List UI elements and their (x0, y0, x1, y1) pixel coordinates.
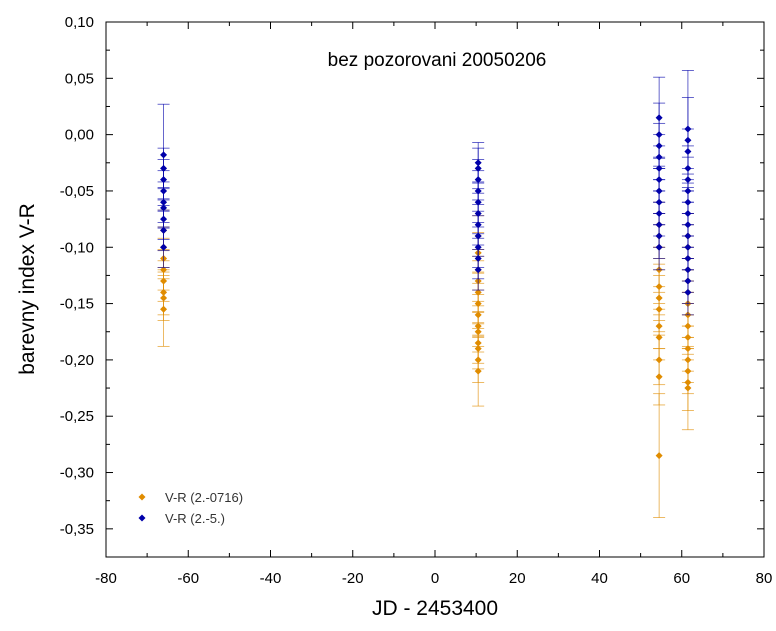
y-tick-label: -0,30 (60, 465, 94, 482)
x-tick-label: -60 (177, 570, 199, 587)
y-axis-ticks: 0,10 0,05 0,00 -0,05 -0,10 -0,15 -0,20 -0,25 -0,… (60, 14, 764, 558)
y-tick-label: -0,35 (60, 521, 94, 538)
data-point (474, 266, 482, 274)
data-point (655, 452, 663, 460)
x-axis-ticks: -80 -60 -40 -20 0 20 40 60 80 (95, 22, 772, 587)
x-tick-label: 20 (509, 570, 526, 587)
data-point (684, 384, 692, 392)
x-tick-label: 80 (756, 570, 773, 587)
x-tick-label: 0 (431, 570, 439, 587)
legend-marker (138, 514, 146, 522)
x-tick-label: -20 (342, 570, 364, 587)
legend-label: V-R (2.-5.) (165, 511, 225, 526)
legend-label: V-R (2.-0716) (165, 490, 243, 505)
y-tick-label: -0,05 (60, 183, 94, 200)
data-point (655, 243, 663, 251)
x-tick-label: -40 (260, 570, 282, 587)
y-tick-label: 0,00 (65, 127, 94, 144)
y-tick-label: -0,10 (60, 239, 94, 256)
y-tick-label: -0,20 (60, 352, 94, 369)
chart-title: bez pozorovani 20050206 (328, 50, 547, 71)
x-axis-title: JD - 2453400 (372, 597, 498, 620)
data-point (474, 367, 482, 375)
y-axis-title: barevny index V-R (16, 203, 39, 375)
y-tick-label: -0,25 (60, 408, 94, 425)
data-point (684, 288, 692, 296)
legend: V-R (2.-0716) V-R (2.-5.) (138, 490, 243, 526)
x-tick-label: 60 (673, 570, 690, 587)
data-point (160, 305, 168, 313)
data-point (160, 243, 168, 251)
y-tick-label: 0,05 (65, 70, 94, 87)
y-tick-label: 0,10 (65, 14, 94, 31)
x-tick-label: -80 (95, 570, 117, 587)
x-tick-label: 40 (591, 570, 608, 587)
legend-marker (138, 493, 146, 501)
data-marks (157, 70, 694, 518)
y-tick-label: -0,15 (60, 296, 94, 313)
data-point (655, 373, 663, 381)
plot-frame (105, 21, 765, 558)
